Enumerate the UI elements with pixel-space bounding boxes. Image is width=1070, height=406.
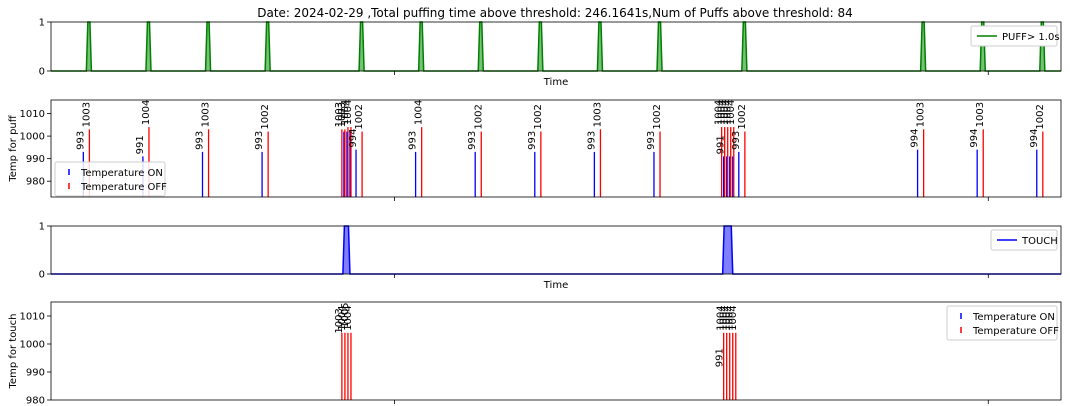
subplot-touch: 0 1 Time TOUCH (39, 222, 1062, 291)
temp_puff-legend-label: Temperature ON (80, 168, 163, 179)
temp_puff-ylabel: Temp for puff (8, 114, 19, 182)
temp_puff-bar-label: 1002 (737, 104, 748, 129)
temp_puff-bar-label: 1004 (343, 100, 354, 125)
temp_puff-bar-label: 993 (527, 131, 538, 150)
temp_touch-axes-frame (50, 301, 1062, 401)
temp_puff-bar-label: 994 (1029, 129, 1040, 148)
temp_puff-bar-label: 1002 (1035, 104, 1046, 129)
temp_puff-bar-label: 1004 (723, 100, 734, 125)
temp_puff-bar-label: 1004 (141, 100, 152, 125)
temp_puff-bar-label: 1002 (473, 104, 484, 129)
plots: 0 1 Time PUFF> 1.0s 993 1003 991 1004 993 1003 993… (8, 18, 1062, 406)
temp_puff-bar-label: 994 (969, 129, 980, 148)
temp_puff-bar-label: 1003 (334, 102, 345, 127)
puff-series-line (51, 21, 1061, 72)
temp_touch-ytick-label: 990 (26, 368, 45, 379)
temp_puff-bar-label: 993 (731, 131, 742, 150)
temp_puff-bar-label: 1004 (414, 100, 425, 125)
temp_touch-legend-box (946, 305, 1058, 341)
temp_touch-bar-label: 1004 (722, 305, 733, 330)
temp_puff-ytick-label: 1000 (20, 132, 45, 143)
temp_puff-legend-label: Temperature OFF (80, 182, 167, 193)
temp_puff-bar-label: 1003 (337, 102, 348, 127)
temp_touch-legend-label: Temperature OFF (972, 326, 1059, 337)
temp_puff-bar-label: 991 (135, 135, 146, 154)
touch-ytick-label: 0 (39, 270, 45, 281)
temp_puff-bar-label: 993 (586, 131, 597, 150)
touch-legend-box (990, 229, 1058, 251)
puff-ytick-label: 1 (39, 18, 45, 29)
temp_touch-ylabel: Temp for touch (8, 314, 19, 390)
temp_puff-legend-box (54, 161, 166, 197)
temp_touch-bar-label: 991 (715, 348, 726, 367)
temp_touch-legend-label: Temperature ON (972, 312, 1055, 323)
puff-legend-box (970, 25, 1058, 47)
subplot-puff: 0 1 Time PUFF> 1.0s (39, 18, 1062, 88)
temp_puff-bar-label: 1002 (260, 104, 271, 129)
temp_puff-ytick-label: 980 (26, 177, 45, 188)
temp_touch-legend: Temperature ON Temperature OFF (946, 305, 1059, 341)
temp_touch-bar-label: 1003 (334, 308, 345, 333)
temp_puff-bar-label: 1004 (714, 100, 725, 125)
temp_puff-bar-label: 1004 (717, 100, 728, 125)
temp_touch-bar-label: 1004 (725, 305, 736, 330)
temp_puff-bar-label: 994 (348, 129, 359, 148)
temp_puff-axes-frame (50, 99, 1062, 198)
temp_puff-bar-label: 991 (716, 135, 727, 154)
temp_touch-ytick-label: 980 (26, 396, 45, 406)
temp_puff-bar-label: 1002 (533, 104, 544, 129)
temp_touch-bar-label: 1004 (343, 305, 354, 330)
puff-ytick-label: 0 (39, 67, 45, 78)
touch-ytick-label: 1 (39, 222, 45, 233)
temp_puff-bar-label: 993 (408, 131, 419, 150)
temp_puff-bar-label: 993 (195, 131, 206, 150)
touch-axes-frame (50, 225, 1062, 275)
touch-legend: TOUCH (990, 229, 1058, 251)
temp_puff-bar-label: 1002 (652, 104, 663, 129)
temp_puff-bar-label: 1004 (720, 100, 731, 125)
touch-series-line (51, 225, 1061, 275)
temp_puff-bar-label: 1003 (916, 102, 927, 127)
temp_touch-bar-label: 1004 (716, 305, 727, 330)
temp_puff-bar-label: 994 (910, 129, 921, 148)
puff-legend-label: PUFF> 1.0s (1002, 32, 1060, 43)
puff-xlabel: Time (543, 77, 568, 88)
temp_touch-ytick-label: 1010 (20, 312, 45, 323)
temp_touch-ytick-label: 1000 (20, 340, 45, 351)
figure-title: Date: 2024-02-29 ,Total puffing time abo… (257, 6, 853, 20)
puff-axes-frame (50, 21, 1062, 72)
temp_puff-bar-label: 1003 (592, 102, 603, 127)
temp_puff-bar-label: 993 (75, 131, 86, 150)
temp_puff-bar-label: 1002 (354, 104, 365, 129)
temp_puff-legend: Temperature ON Temperature OFF (54, 161, 167, 197)
temp_puff-bar-label: 1003 (201, 102, 212, 127)
temp_puff-bar-label: 993 (254, 131, 265, 150)
touch-xlabel: Time (543, 280, 568, 291)
temp_touch-bar-label: 1004 (728, 305, 739, 330)
temp_puff-bar-label: 993 (646, 131, 657, 150)
temp_touch-bar-label: 1004 (719, 305, 730, 330)
temp_puff-bar-label: 993 (467, 131, 478, 150)
puff-legend: PUFF> 1.0s (970, 25, 1060, 47)
touch-legend-label: TOUCH (1021, 236, 1058, 247)
temp_puff-ytick-label: 990 (26, 154, 45, 165)
temp_touch-bar-label: 1005 (340, 303, 351, 328)
temp_puff-bar-label: 1004 (726, 100, 737, 125)
temp_touch-bar-label: 1004 (337, 305, 348, 330)
temp_puff-ytick-label: 1010 (20, 109, 45, 120)
touch-pulse-fill (722, 226, 733, 274)
temp_puff-bar-label: 1003 (975, 102, 986, 127)
temp_puff-bar-label: 1003 (81, 102, 92, 127)
temp_puff-bar-label: 1004 (340, 100, 351, 125)
